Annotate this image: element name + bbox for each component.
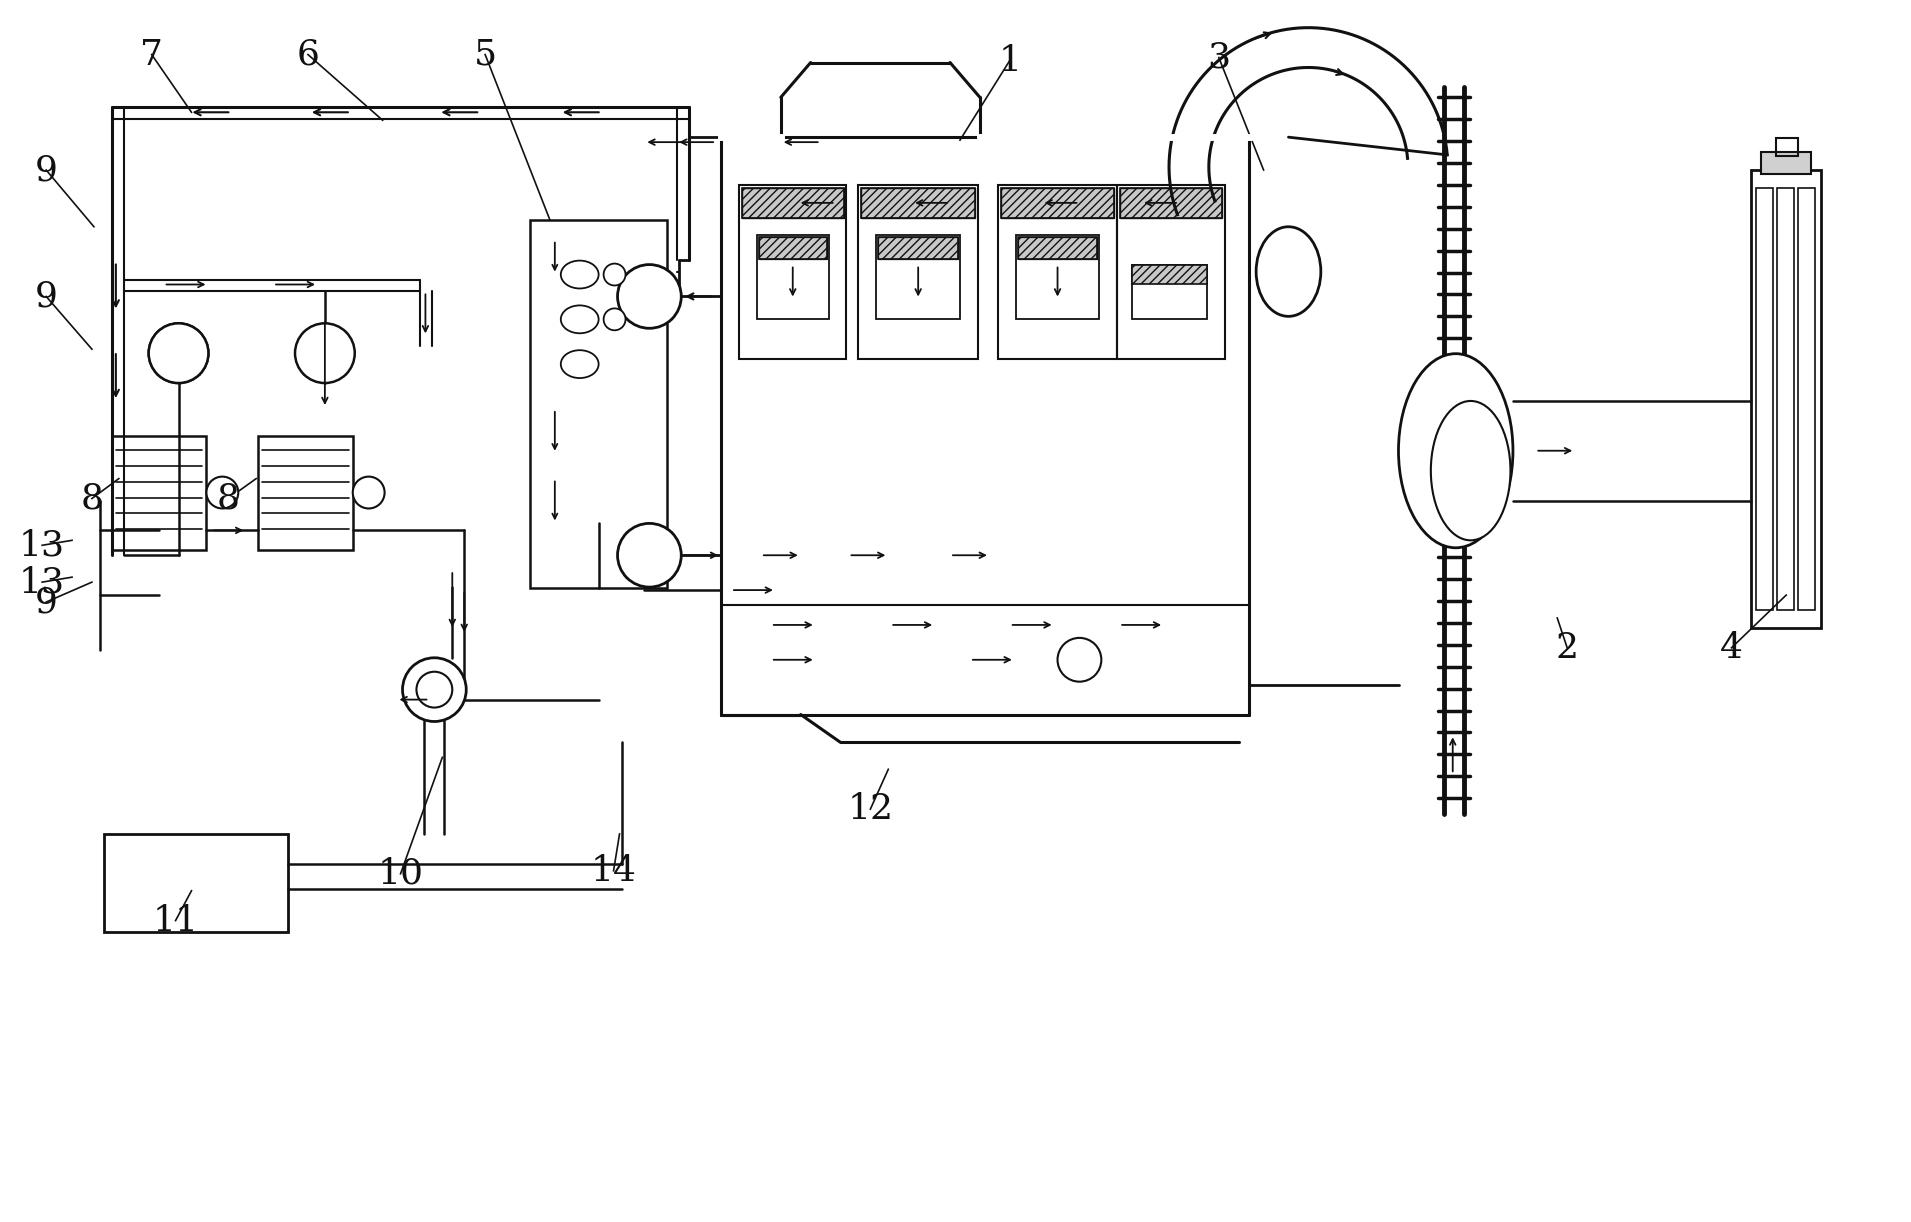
Circle shape xyxy=(206,477,239,508)
Bar xyxy=(1775,138,1798,156)
Bar xyxy=(1762,152,1812,174)
Bar xyxy=(1131,265,1208,285)
Bar xyxy=(757,235,829,319)
Bar xyxy=(1269,247,1309,297)
Bar xyxy=(879,237,957,259)
Text: 12: 12 xyxy=(847,792,892,826)
Bar xyxy=(1001,188,1114,218)
Circle shape xyxy=(417,672,453,708)
Bar xyxy=(1777,188,1794,610)
Ellipse shape xyxy=(604,308,625,330)
Bar xyxy=(862,188,975,218)
Bar xyxy=(741,188,843,218)
Ellipse shape xyxy=(560,351,598,378)
Circle shape xyxy=(403,657,466,721)
Text: 4: 4 xyxy=(1720,631,1743,665)
Bar xyxy=(103,833,289,931)
Bar xyxy=(759,237,827,259)
Bar xyxy=(740,185,847,359)
Text: 5: 5 xyxy=(474,38,497,72)
Bar xyxy=(1019,237,1097,259)
Text: 10: 10 xyxy=(378,857,424,891)
Circle shape xyxy=(354,477,384,508)
Circle shape xyxy=(1057,638,1101,682)
Bar xyxy=(1120,188,1221,218)
Bar xyxy=(1001,188,1114,218)
Bar xyxy=(741,188,843,218)
Bar xyxy=(1750,170,1821,628)
Ellipse shape xyxy=(1399,353,1514,547)
Bar xyxy=(1019,237,1097,259)
Text: 9: 9 xyxy=(34,280,57,313)
Bar xyxy=(258,436,354,550)
Ellipse shape xyxy=(560,306,598,334)
Text: 7: 7 xyxy=(140,38,162,72)
Text: 6: 6 xyxy=(296,38,319,72)
Bar xyxy=(1120,188,1221,218)
Bar xyxy=(862,188,975,218)
Circle shape xyxy=(617,265,680,329)
Bar xyxy=(1756,188,1773,610)
Ellipse shape xyxy=(604,264,625,286)
Circle shape xyxy=(294,324,355,382)
Circle shape xyxy=(617,523,680,587)
Text: 14: 14 xyxy=(590,854,636,888)
Text: 9: 9 xyxy=(34,585,57,620)
Text: 13: 13 xyxy=(19,528,65,562)
Circle shape xyxy=(149,324,208,382)
Bar xyxy=(529,220,667,588)
Text: 8: 8 xyxy=(80,481,103,516)
Text: 13: 13 xyxy=(19,565,65,599)
Bar xyxy=(1131,265,1208,319)
Ellipse shape xyxy=(560,260,598,288)
Text: 8: 8 xyxy=(216,481,239,516)
Bar xyxy=(759,237,827,259)
Bar xyxy=(1798,188,1815,610)
Text: 1: 1 xyxy=(998,44,1020,77)
Bar xyxy=(998,185,1118,359)
Text: 9: 9 xyxy=(34,153,57,187)
Bar xyxy=(877,235,959,319)
Text: 3: 3 xyxy=(1208,40,1231,75)
Bar xyxy=(113,436,206,550)
Bar xyxy=(1017,235,1099,319)
Ellipse shape xyxy=(1431,401,1510,540)
Bar xyxy=(858,185,978,359)
Circle shape xyxy=(149,324,208,382)
Ellipse shape xyxy=(1256,227,1321,316)
Bar xyxy=(1269,247,1309,297)
Text: 11: 11 xyxy=(153,903,199,937)
Bar xyxy=(1118,185,1225,359)
Text: 2: 2 xyxy=(1556,631,1578,665)
Bar xyxy=(879,237,957,259)
